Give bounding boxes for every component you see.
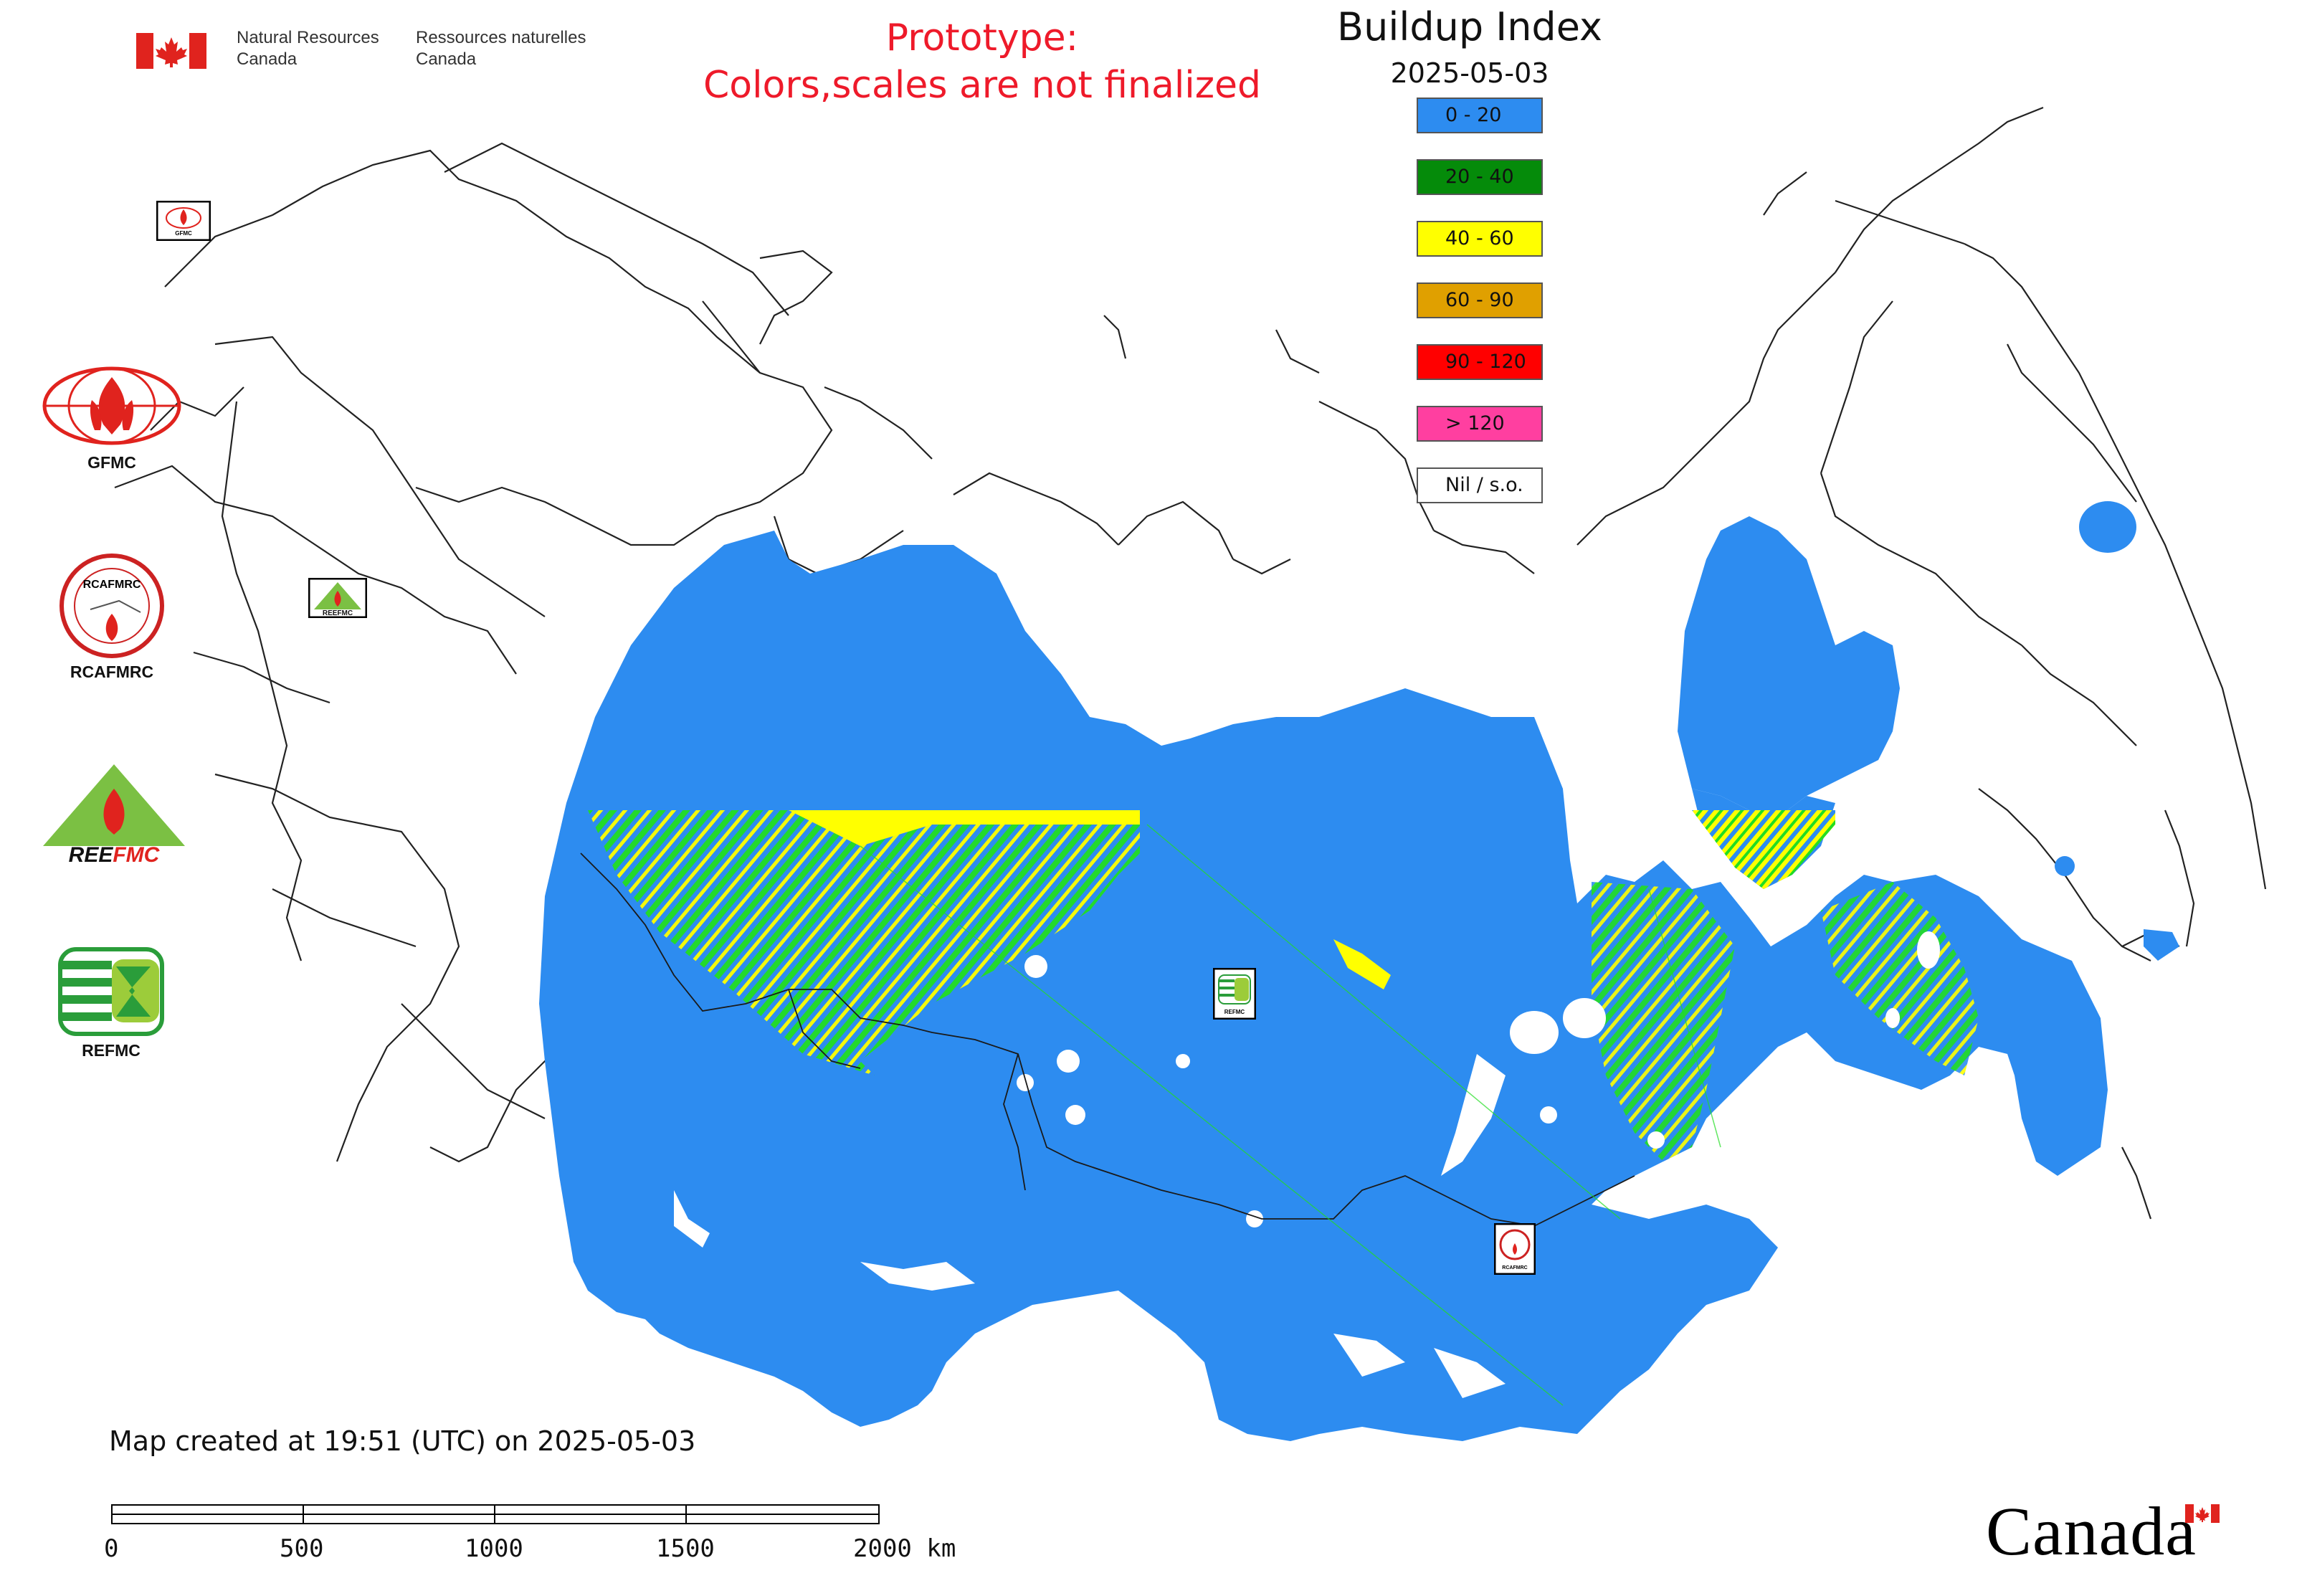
svg-text:RCAFMRC: RCAFMRC <box>1502 1265 1527 1270</box>
org-name-en: Natural Resources Canada <box>237 27 379 70</box>
legend-class-4: 90 - 120 <box>1417 344 1543 380</box>
refmc-logo: REFMC <box>50 945 194 1060</box>
rcafmrc-marker[interactable]: RCAFMRC <box>1493 1222 1536 1278</box>
rcafmrc-logo: RCAFMRC RCAFMRC <box>40 552 184 682</box>
canada-flag-icon <box>136 33 206 69</box>
bui-coverage-20-60 <box>588 810 1979 1162</box>
wordmark-flag-icon <box>2185 1504 2220 1523</box>
reefmc-logo-icon: REEFMC <box>43 764 185 867</box>
legend-date: 2025-05-03 <box>1390 57 1549 89</box>
gfmc-marker[interactable]: GFMC <box>156 200 211 244</box>
lakes <box>674 931 2023 1398</box>
svg-text:REEFMC: REEFMC <box>69 843 161 867</box>
legend-class-3: 60 - 90 <box>1417 282 1543 318</box>
government-signature: Natural Resources Canada Ressources natu… <box>136 27 602 77</box>
refmc-logo-icon <box>58 947 164 1036</box>
reefmc-logo: REEFMC <box>37 760 191 870</box>
gfmc-marker-icon: GFMC <box>156 200 211 242</box>
canada-wordmark-text: Canada <box>1986 1493 2197 1569</box>
gfmc-logo: GFMC <box>40 364 184 472</box>
admin-boundaries <box>580 852 1635 1227</box>
svg-text:RCAFMRC: RCAFMRC <box>83 579 141 591</box>
org-name-en-line1: Natural Resources <box>237 28 379 47</box>
map-created-timestamp: Map created at 19:51 (UTC) on 2025-05-03 <box>109 1425 696 1457</box>
gfmc-logo-icon <box>42 366 181 445</box>
legend-title: Buildup Index <box>1337 4 1602 49</box>
prototype-notice-line1: Prototype: <box>885 16 1079 60</box>
rcafmrc-logo-icon: RCAFMRC <box>60 554 164 658</box>
prototype-notice-line2: Colors,scales are not finalized <box>703 64 1262 107</box>
reefmc-marker-icon: REEFMC <box>308 577 368 619</box>
org-name-fr-line2: Canada <box>416 49 477 69</box>
org-name-en-line2: Canada <box>237 49 298 69</box>
gfmc-logo-label: GFMC <box>87 453 136 472</box>
refmc-marker[interactable]: REFMC <box>1212 967 1257 1022</box>
scale-bar <box>111 1504 880 1524</box>
refmc-marker-icon: REFMC <box>1212 967 1257 1020</box>
canada-wordmark: Canada <box>1986 1491 2197 1571</box>
prototype-notice: Prototype: Colors,scales are not finaliz… <box>588 14 1376 109</box>
legend-class-2: 40 - 60 <box>1417 221 1543 257</box>
org-name-fr: Ressources naturelles Canada <box>416 27 586 70</box>
legend-class-1: 20 - 40 <box>1417 159 1543 195</box>
scale-label-2000: 2000 km <box>853 1534 956 1563</box>
refmc-logo-label: REFMC <box>82 1041 141 1060</box>
rcafmrc-marker-icon: RCAFMRC <box>1493 1222 1536 1276</box>
legend-class-5: > 120 <box>1417 406 1543 442</box>
scale-label-500: 500 <box>280 1534 324 1563</box>
org-name-fr-line1: Ressources naturelles <box>416 28 586 47</box>
svg-text:GFMC: GFMC <box>175 230 192 237</box>
scale-label-1500: 1500 <box>656 1534 715 1563</box>
coastlines <box>114 106 2267 1220</box>
reefmc-marker[interactable]: REEFMC <box>308 577 368 621</box>
scale-label-0: 0 <box>104 1534 119 1563</box>
legend-class-6: Nil / s.o. <box>1417 467 1543 503</box>
scale-label-1000: 1000 <box>465 1534 523 1563</box>
svg-text:REFMC: REFMC <box>1224 1009 1245 1015</box>
rcafmrc-logo-label: RCAFMRC <box>70 662 154 681</box>
data-artifact-lines <box>860 824 1721 1406</box>
legend-class-0: 0 - 20 <box>1417 98 1543 133</box>
svg-text:REEFMC: REEFMC <box>323 609 353 617</box>
